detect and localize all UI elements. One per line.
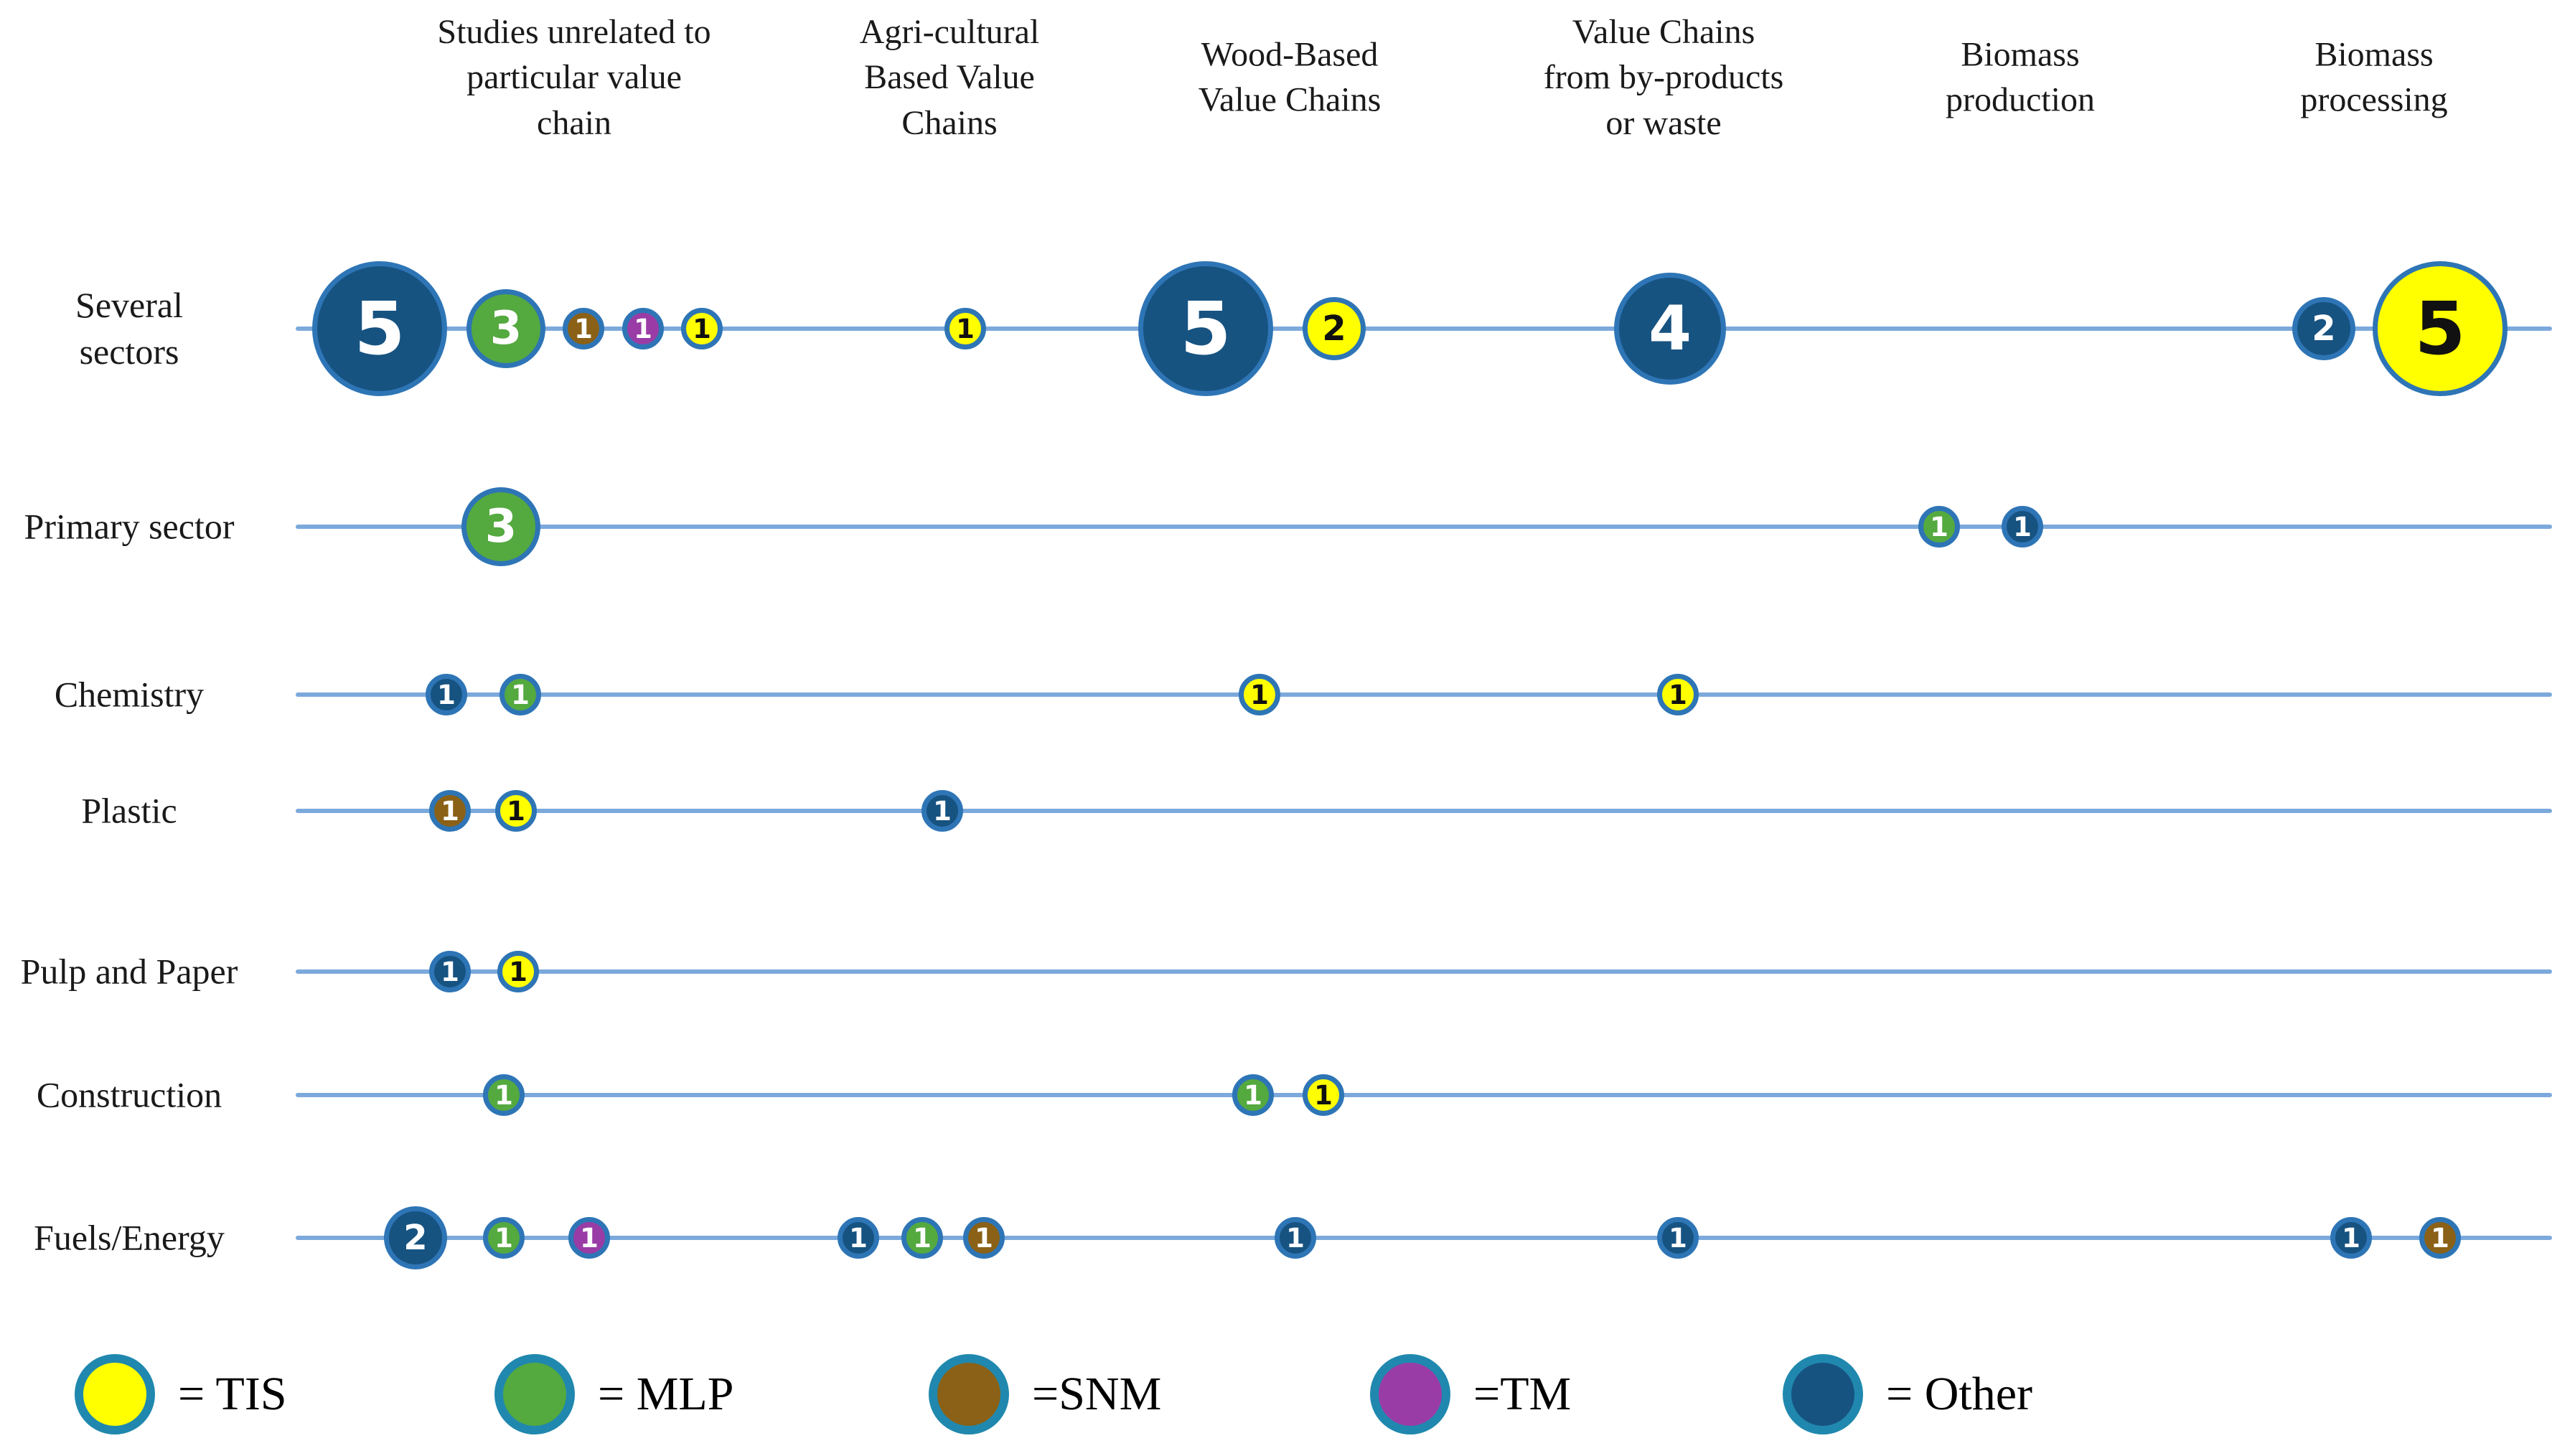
bubble-other: 2: [2292, 297, 2355, 360]
legend-label: =TM: [1473, 1368, 1572, 1420]
column-header: Biomass production: [1946, 35, 2095, 119]
row-axis-line: [296, 327, 2552, 331]
legend-label: = Other: [1886, 1368, 2032, 1420]
row-axis-line: [296, 969, 2552, 974]
bubble-tis: 1: [497, 951, 539, 992]
bubble-snm: 1: [2419, 1217, 2461, 1259]
bubble-tis: 2: [1303, 297, 1366, 360]
column-header: Biomass processing: [2300, 35, 2448, 119]
column-header: Value Chains from by-products or waste: [1543, 12, 1784, 142]
bubble-mlp: 3: [461, 487, 540, 566]
row-label: Plastic: [81, 790, 177, 831]
bubble-mlp: 1: [499, 674, 541, 715]
legend-label: = MLP: [598, 1368, 734, 1420]
bubble-mlp: 1: [1918, 506, 1960, 548]
bubble-tm: 1: [568, 1217, 610, 1259]
row-label: Chemistry: [54, 674, 205, 715]
bubble-snm: 1: [429, 790, 471, 832]
legend-dot-tm: [1370, 1354, 1450, 1434]
column-header: Studies unrelated to particular value ch…: [437, 12, 711, 142]
legend-dot-snm: [929, 1354, 1009, 1434]
bubble-tis: 5: [2373, 261, 2508, 396]
bubble-tis: 1: [495, 790, 537, 832]
row-label: Primary sector: [24, 506, 235, 547]
bubble-other: 1: [838, 1217, 879, 1259]
bubble-mlp: 1: [483, 1217, 525, 1259]
column-header: Wood-Based Value Chains: [1198, 35, 1382, 119]
row-axis-line: [296, 809, 2552, 813]
bubble-other: 1: [2330, 1217, 2372, 1259]
bubble-other: 4: [1614, 273, 1726, 385]
legend-label: =SNM: [1032, 1368, 1162, 1420]
row-label: Pulp and Paper: [20, 951, 238, 992]
bubble-other: 1: [429, 951, 471, 992]
legend-dot-mlp: [494, 1354, 575, 1434]
bubble-mlp: 1: [483, 1074, 525, 1116]
legend-label: = TIS: [178, 1368, 287, 1420]
bubble-snm: 1: [563, 308, 604, 349]
row-label: Construction: [36, 1074, 222, 1115]
bubble-mlp: 1: [1232, 1074, 1274, 1116]
column-header: Agri-cultural Based Value Chains: [859, 12, 1040, 142]
bubble-tis: 1: [944, 308, 986, 349]
bubble-tm: 1: [622, 308, 664, 349]
row-label: Fuels/Energy: [34, 1217, 225, 1258]
row-label: Several sectors: [75, 285, 183, 372]
legend-dot-other: [1783, 1354, 1863, 1434]
bubble-other: 1: [1275, 1217, 1316, 1259]
bubble-tis: 1: [1303, 1074, 1344, 1116]
bubble-other: 1: [426, 674, 467, 715]
bubble-other: 5: [1138, 261, 1273, 396]
row-axis-line: [296, 525, 2552, 529]
bubble-other: 2: [384, 1206, 447, 1269]
bubble-snm: 1: [963, 1217, 1005, 1259]
bubble-other: 1: [2002, 506, 2043, 548]
bubble-other: 1: [1657, 1217, 1699, 1259]
bubble-mlp: 1: [901, 1217, 943, 1259]
row-axis-line: [296, 1093, 2552, 1097]
legend-dot-tis: [75, 1354, 155, 1434]
row-axis-line: [296, 1236, 2552, 1240]
bubble-other: 5: [312, 261, 447, 396]
bubble-mlp: 3: [466, 289, 545, 368]
bubble-tis: 1: [681, 308, 723, 349]
bubble-other: 1: [921, 790, 963, 832]
bubble-tis: 1: [1657, 674, 1699, 715]
row-axis-line: [296, 692, 2552, 697]
bubble-tis: 1: [1239, 674, 1280, 715]
